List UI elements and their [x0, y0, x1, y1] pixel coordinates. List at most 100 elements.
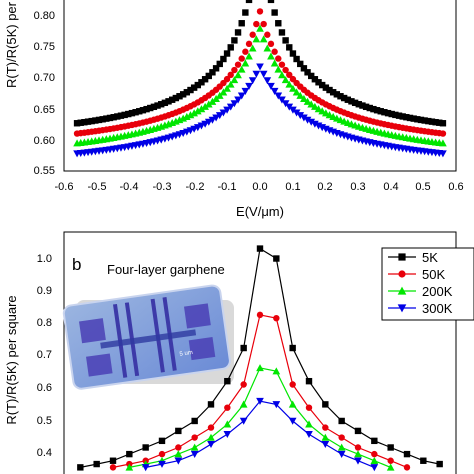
panel-a-x-ticks: -0.6 -0.5 -0.4 -0.3 -0.2 -0.1 0.0 0.1 0.… — [55, 181, 464, 193]
legend-marker-50k — [398, 270, 406, 278]
data-point-300k — [296, 112, 305, 120]
data-point-5k — [273, 255, 280, 262]
data-point-5k — [220, 55, 227, 63]
data-point-5k — [92, 117, 99, 124]
data-point-5k — [191, 417, 198, 425]
data-point-200k — [226, 80, 235, 88]
inset-scale-label: 5 um — [179, 350, 193, 358]
data-point-200k — [289, 84, 297, 92]
data-point-200k — [212, 94, 220, 102]
data-point-50k — [158, 450, 166, 458]
data-point-300k — [439, 150, 447, 158]
data-point-5k — [436, 460, 443, 468]
x-tick-label: -0.1 — [218, 181, 237, 193]
data-point-300k — [190, 450, 199, 458]
data-point-200k — [230, 76, 239, 84]
data-point-5k — [381, 109, 388, 116]
data-point-5k — [388, 110, 395, 118]
y-tick-label: 1.0 — [37, 253, 52, 265]
data-point-5k — [421, 117, 428, 124]
data-point-300k — [245, 82, 253, 90]
data-point-5k — [209, 69, 216, 76]
data-point-300k — [230, 100, 239, 108]
data-point-200k — [300, 94, 308, 102]
data-point-300k — [300, 114, 308, 122]
data-point-200k — [337, 443, 346, 451]
data-point-50k — [282, 66, 289, 74]
data-point-5k — [275, 20, 282, 27]
data-point-5k — [395, 112, 403, 119]
data-point-5k — [158, 101, 165, 108]
data-point-200k — [125, 463, 134, 471]
data-point-5k — [128, 109, 136, 117]
data-point-300k — [141, 464, 150, 472]
data-point-5k — [417, 116, 425, 124]
data-point-5k — [234, 29, 242, 36]
data-point-5k — [161, 99, 169, 107]
data-point-50k — [354, 444, 362, 451]
data-point-300k — [252, 70, 261, 78]
data-point-300k — [267, 82, 275, 90]
x-tick-label: 0.3 — [350, 181, 365, 193]
legend-marker-5k — [398, 253, 406, 261]
data-point-200k — [270, 59, 279, 67]
data-point-5k — [121, 111, 128, 119]
data-point-5k — [436, 119, 443, 126]
y-tick-label: 0.9 — [37, 285, 52, 297]
data-point-50k — [234, 61, 242, 68]
data-point-5k — [231, 37, 238, 44]
data-point-300k — [234, 96, 242, 104]
data-point-200k — [288, 400, 297, 408]
data-point-200k — [248, 44, 257, 52]
data-point-200k — [208, 97, 217, 105]
data-point-200k — [354, 450, 362, 458]
data-point-5k — [337, 93, 344, 100]
data-point-5k — [81, 119, 88, 126]
panel-a-plot-area — [73, 0, 447, 158]
y-tick-label: 0.4 — [37, 447, 52, 459]
data-point-5k — [318, 81, 326, 89]
data-point-300k — [288, 417, 297, 425]
panel-a: 0.55 0.60 0.65 0.70 0.75 0.80 -0.6 -0.5 … — [4, 0, 464, 219]
data-point-5k — [329, 89, 337, 96]
x-tick-label: 0.2 — [317, 181, 332, 193]
data-point-5k — [176, 93, 183, 100]
data-point-5k — [198, 79, 205, 86]
data-point-5k — [297, 60, 304, 68]
data-point-5k — [355, 101, 362, 108]
x-tick-label: 0.4 — [383, 181, 398, 193]
data-point-5k — [359, 102, 366, 109]
data-point-200k — [190, 443, 199, 451]
data-point-50k — [439, 130, 447, 137]
data-point-300k — [370, 464, 379, 472]
data-point-5k — [103, 115, 110, 122]
data-point-5k — [392, 111, 399, 119]
data-point-200k — [303, 97, 312, 105]
data-point-200k — [201, 102, 209, 110]
data-point-5k — [282, 37, 289, 44]
data-point-200k — [239, 400, 248, 408]
y-tick-label: 0.75 — [34, 41, 55, 53]
data-point-300k — [223, 106, 231, 114]
data-point-5k — [351, 99, 359, 107]
data-point-50k — [240, 381, 247, 388]
data-point-50k — [256, 311, 264, 319]
data-point-300k — [272, 401, 281, 409]
data-point-300k — [226, 103, 235, 111]
data-point-5k — [125, 110, 132, 118]
data-point-200k — [204, 100, 213, 108]
data-point-5k — [370, 105, 377, 113]
x-tick-label: -0.5 — [88, 181, 107, 193]
data-point-200k — [174, 450, 183, 458]
data-point-200k — [186, 111, 195, 119]
data-point-5k — [73, 120, 81, 127]
data-point-300k — [259, 70, 268, 78]
data-point-50k — [271, 48, 278, 55]
data-point-5k — [371, 437, 378, 445]
data-point-300k — [321, 440, 330, 449]
legend-label-50k: 50K — [422, 267, 445, 282]
data-point-50k — [338, 434, 345, 441]
data-point-200k — [281, 76, 290, 84]
panel-a-y-ticks: 0.55 0.60 0.65 0.70 0.75 0.80 — [34, 10, 55, 177]
panel-a-axes-frame — [63, 0, 457, 172]
